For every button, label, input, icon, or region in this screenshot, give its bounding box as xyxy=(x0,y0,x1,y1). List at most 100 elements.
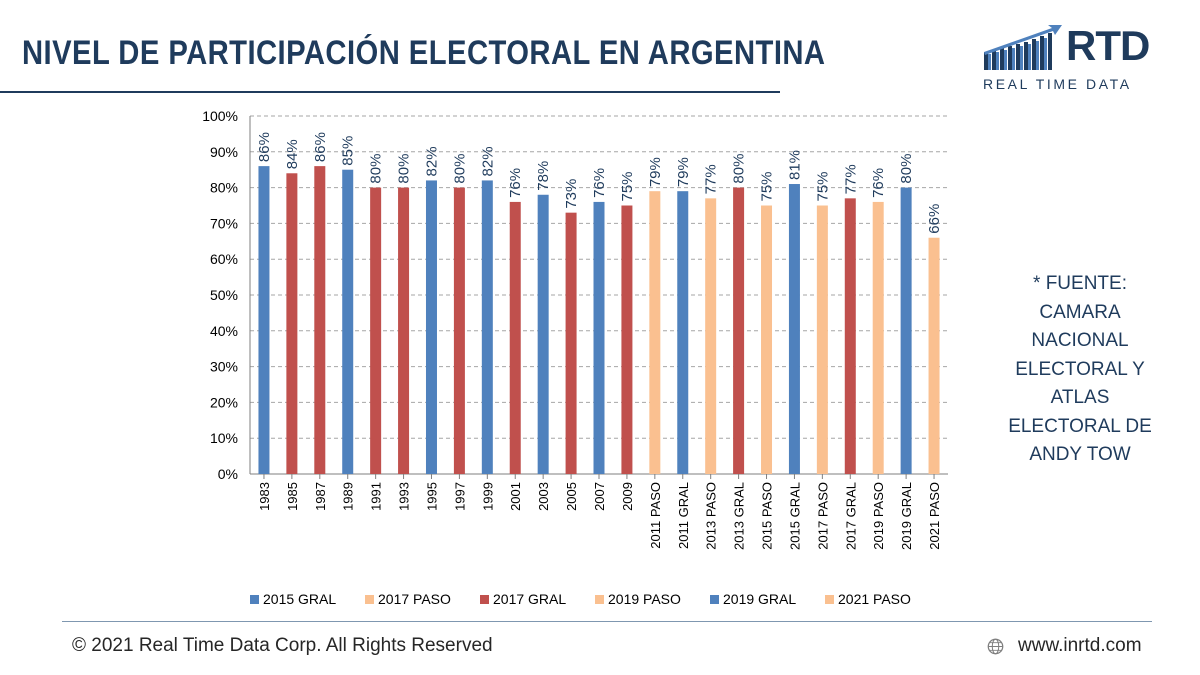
category-label: 2011 PASO xyxy=(648,482,663,549)
bar xyxy=(844,198,856,474)
y-tick-label: 70% xyxy=(210,215,238,231)
category-label: 1995 xyxy=(424,482,439,511)
value-label: 76% xyxy=(507,168,524,198)
category-label: 1991 xyxy=(369,482,384,511)
category-label: 2013 PASO xyxy=(704,482,719,550)
bar xyxy=(900,187,912,474)
legend-swatch xyxy=(595,595,604,604)
source-line: ELECTORAL DE xyxy=(1008,415,1152,437)
y-tick-label: 20% xyxy=(210,394,238,410)
legend-label: 2019 PASO xyxy=(608,591,681,607)
legend-swatch xyxy=(710,595,719,604)
category-label: 2017 GRAL xyxy=(843,482,858,550)
value-label: 80% xyxy=(396,154,413,184)
value-label: 86% xyxy=(256,132,273,162)
legend-label: 2017 GRAL xyxy=(493,591,566,607)
legend-swatch xyxy=(250,595,259,604)
value-label: 75% xyxy=(619,171,636,201)
value-label: 82% xyxy=(423,146,440,176)
value-label: 80% xyxy=(731,154,748,184)
bar xyxy=(733,187,745,474)
y-tick-label: 10% xyxy=(210,430,238,446)
y-tick-label: 60% xyxy=(210,251,238,267)
category-label: 2011 GRAL xyxy=(676,482,691,549)
bar xyxy=(705,198,717,474)
category-label: 2019 PASO xyxy=(871,482,886,550)
value-label: 73% xyxy=(563,179,580,209)
value-label: 76% xyxy=(870,168,887,198)
copyright-text: © 2021 Real Time Data Corp. All Rights R… xyxy=(72,635,493,656)
category-label: 2015 PASO xyxy=(760,482,775,550)
y-tick-label: 90% xyxy=(210,144,238,160)
bar xyxy=(509,201,521,475)
bar-chart-arrow-icon xyxy=(984,25,1062,70)
category-label: 2001 xyxy=(508,482,523,511)
source-line: ANDY TOW xyxy=(1029,444,1131,465)
category-label: 1985 xyxy=(285,482,300,511)
legend-swatch xyxy=(825,595,834,604)
bar xyxy=(342,169,354,474)
category-label: 1997 xyxy=(452,482,467,511)
bar xyxy=(481,180,493,474)
legend-swatch xyxy=(365,595,374,604)
y-tick-label: 80% xyxy=(210,180,238,196)
bar xyxy=(258,166,270,474)
logo-wordmark: RTD xyxy=(1066,22,1150,69)
legend-label: 2015 GRAL xyxy=(263,591,336,607)
source-note: * FUENTE: CAMARA NACIONAL ELECTORAL Y AT… xyxy=(1000,270,1160,470)
value-label: 82% xyxy=(479,146,496,176)
value-label: 80% xyxy=(451,154,468,184)
source-line: NACIONAL xyxy=(1031,330,1129,351)
bar xyxy=(286,173,298,474)
value-label: 66% xyxy=(926,204,943,234)
value-label: 81% xyxy=(786,150,803,180)
value-label: 77% xyxy=(842,164,859,194)
globe-icon xyxy=(987,638,1004,655)
category-label: 2019 GRAL xyxy=(899,482,914,550)
title-underline xyxy=(0,91,780,93)
value-label: 78% xyxy=(535,161,552,191)
value-label: 84% xyxy=(284,139,301,169)
category-label: 2017 PASO xyxy=(815,482,830,550)
bar xyxy=(314,166,326,474)
y-tick-label: 100% xyxy=(202,108,238,124)
bar xyxy=(370,187,382,474)
category-label: 2015 GRAL xyxy=(787,482,802,550)
category-label: 2009 xyxy=(620,482,635,511)
category-label: 1987 xyxy=(313,482,328,511)
value-label: 80% xyxy=(898,154,915,184)
bar xyxy=(872,201,884,475)
legend-label: 2019 GRAL xyxy=(723,591,796,607)
value-label: 80% xyxy=(368,154,385,184)
value-label: 77% xyxy=(703,164,720,194)
y-tick-label: 0% xyxy=(218,466,238,482)
category-label: 2003 xyxy=(536,482,551,511)
bar xyxy=(761,205,773,474)
y-tick-label: 30% xyxy=(210,359,238,375)
bar xyxy=(621,205,633,474)
legend-label: 2017 PASO xyxy=(378,591,451,607)
footer-divider xyxy=(62,621,1152,622)
category-label: 2007 xyxy=(592,482,607,511)
bar xyxy=(453,187,465,474)
category-label: 2013 GRAL xyxy=(732,482,747,550)
category-label: 2005 xyxy=(564,482,579,511)
value-label: 76% xyxy=(591,168,608,198)
y-tick-label: 40% xyxy=(210,323,238,339)
website-link[interactable]: www.inrtd.com xyxy=(1018,635,1142,656)
category-label: 1993 xyxy=(397,482,412,511)
value-label: 79% xyxy=(647,157,664,187)
bar xyxy=(928,237,940,474)
logo-tagline: REAL TIME DATA xyxy=(983,76,1132,92)
bar xyxy=(788,184,800,474)
legend-label: 2021 PASO xyxy=(838,591,911,607)
bar xyxy=(816,205,828,474)
source-line: ATLAS xyxy=(1050,387,1110,408)
source-line: * FUENTE: xyxy=(1033,273,1127,294)
value-label: 79% xyxy=(675,157,692,187)
category-label: 1989 xyxy=(341,482,356,511)
bar xyxy=(537,194,549,474)
value-label: 85% xyxy=(340,136,357,166)
value-label: 75% xyxy=(759,171,776,201)
